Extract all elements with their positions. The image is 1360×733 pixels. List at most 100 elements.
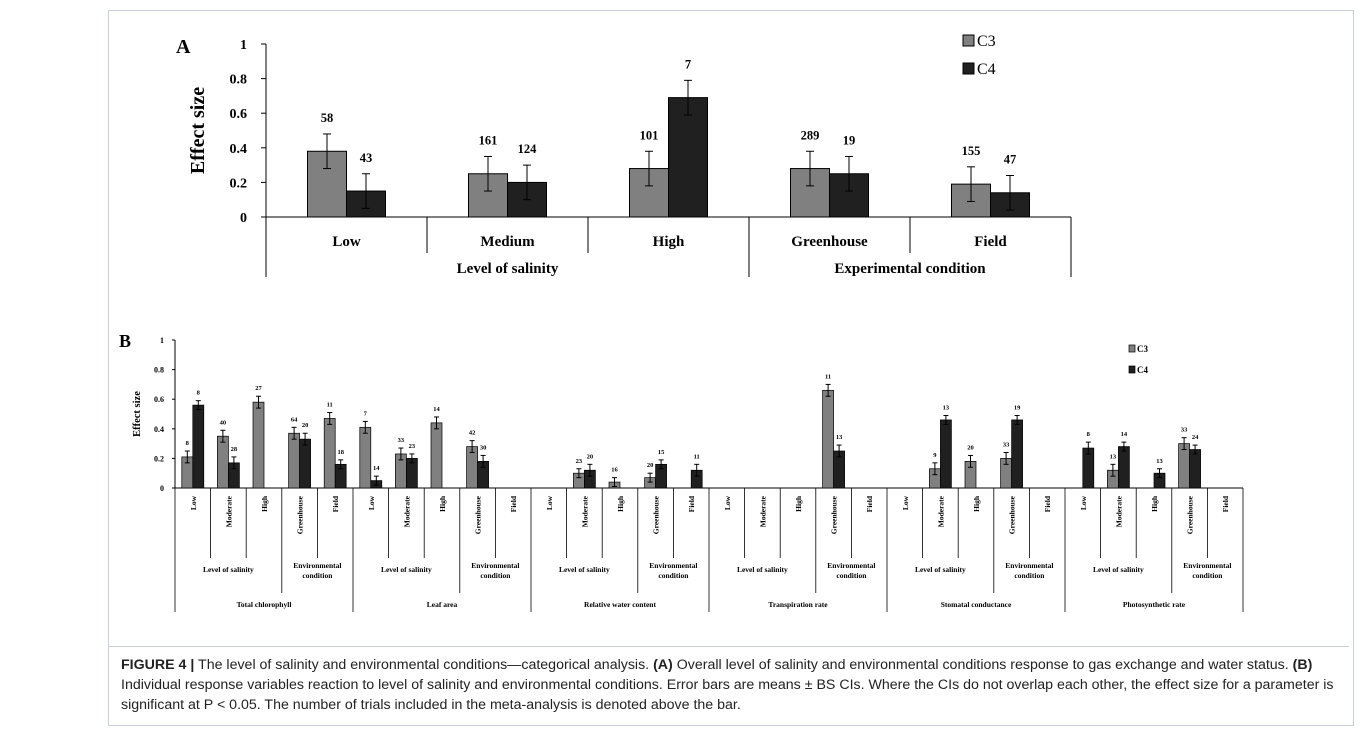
panel-b-category-label: Low bbox=[367, 495, 376, 510]
panel-a-y-tick-label: 1 bbox=[240, 38, 247, 53]
panel-b-count-label: 23 bbox=[409, 443, 416, 450]
panel-b-y-tick-label: 0.2 bbox=[154, 454, 164, 463]
panel-a-legend-swatch-c4 bbox=[962, 62, 975, 75]
panel-b-bar-c4 bbox=[1011, 419, 1023, 489]
panel-b-count-label: 33 bbox=[1003, 441, 1010, 448]
panel-b-count-label: 24 bbox=[1192, 434, 1199, 441]
figure-frame bbox=[108, 10, 1354, 726]
panel-b-category-label: Field bbox=[331, 495, 340, 512]
panel-b-subgroup-label: Environmental bbox=[649, 561, 697, 570]
panel-b-category-label: Field bbox=[1221, 495, 1230, 512]
panel-a-legend-swatch-c3 bbox=[962, 34, 975, 47]
panel-b-variable-label: Relative water content bbox=[584, 600, 656, 609]
panel-b-subgroup-label: Environmental bbox=[293, 561, 341, 570]
chart-a: A Effect size 0 0.2 0.4 0.6 0.8 1 Low Medium High G… bbox=[176, 33, 1072, 277]
panel-b-category-label: Moderate bbox=[1114, 495, 1123, 527]
panel-b-legend-swatch-c4 bbox=[1128, 365, 1136, 374]
panel-a-group-label: Experimental condition bbox=[834, 261, 986, 277]
panel-b-bar-c4 bbox=[940, 419, 952, 489]
panel-b-subgroup-label: Level of salinity bbox=[203, 565, 254, 574]
panel-b-subgroup-label: condition bbox=[1014, 571, 1045, 580]
panel-b-count-label: 13 bbox=[836, 434, 843, 441]
panel-b-count-label: 7 bbox=[364, 410, 368, 417]
panel-b-count-label: 42 bbox=[469, 430, 476, 437]
panel-b-category-label: Low bbox=[723, 495, 732, 510]
panel-b-variable-label: Stomatal conductance bbox=[941, 600, 1012, 609]
panel-b-count-label: 14 bbox=[433, 406, 440, 413]
caption-text-1: The level of salinity and environmental … bbox=[194, 657, 654, 673]
panel-b-category-label: Greenhouse bbox=[296, 495, 305, 534]
panel-b-bar-c3 bbox=[359, 426, 372, 489]
panel-b-subgroup-label: Level of salinity bbox=[915, 565, 966, 574]
panel-b-subgroup-label: Level of salinity bbox=[381, 565, 432, 574]
figure-caption: FIGURE 4 | The level of salinity and env… bbox=[109, 646, 1349, 726]
panel-b-count-label: 28 bbox=[231, 446, 238, 453]
panel-b-category-label: High bbox=[438, 495, 447, 512]
panel-b-count-label: 64 bbox=[291, 416, 298, 423]
panel-a-y-tick-label: 0.6 bbox=[230, 107, 248, 122]
panel-b-bar-c4 bbox=[299, 438, 311, 489]
panel-b-variable-label: Transpiration rate bbox=[768, 600, 828, 609]
panel-a-count-label: 7 bbox=[685, 57, 691, 71]
panel-b-count-label: 23 bbox=[576, 458, 583, 465]
panel-b-y-tick-label: 0.4 bbox=[154, 425, 164, 434]
panel-b-category-label: Moderate bbox=[936, 495, 945, 527]
panel-b-count-label: 20 bbox=[302, 422, 309, 429]
panel-b-bar-c4 bbox=[192, 404, 205, 489]
panel-b-count-label: 16 bbox=[611, 467, 618, 474]
panel-b-count-label: 20 bbox=[647, 462, 654, 469]
panel-b-y-tick-label: 0 bbox=[160, 484, 164, 493]
panel-a-legend-label: C4 bbox=[977, 61, 996, 78]
panel-b-subgroup-label: condition bbox=[480, 571, 511, 580]
panel-b-label: B bbox=[119, 331, 131, 351]
panel-b-variable-label: Total chlorophyll bbox=[237, 600, 292, 609]
panel-b-count-label: 30 bbox=[480, 444, 487, 451]
panel-b-category-label: Low bbox=[901, 495, 910, 510]
panel-b-category-label: Greenhouse bbox=[652, 495, 661, 534]
panel-b-bar-c3 bbox=[1178, 443, 1190, 489]
panel-b-count-label: 15 bbox=[658, 449, 665, 456]
panel-b-bar-c3 bbox=[822, 389, 834, 489]
panel-a-count-label: 155 bbox=[962, 144, 981, 158]
panel-a-count-label: 161 bbox=[479, 133, 498, 147]
panel-a-category-label: Medium bbox=[480, 234, 535, 250]
panel-a-category-label: High bbox=[653, 234, 685, 250]
panel-b-count-label: 14 bbox=[1121, 431, 1128, 438]
panel-b-bar-c3 bbox=[288, 432, 300, 489]
caption-label: FIGURE 4 | bbox=[121, 657, 195, 673]
panel-b-count-label: 33 bbox=[398, 437, 405, 444]
panel-b-count-label: 40 bbox=[220, 419, 227, 426]
panel-b-category-label: Field bbox=[1043, 495, 1052, 512]
caption-a-label: (A) bbox=[653, 657, 673, 673]
panel-b-category-label: Moderate bbox=[224, 495, 233, 527]
panel-b-count-label: 11 bbox=[825, 373, 831, 380]
panel-a-group-label: Level of salinity bbox=[457, 261, 559, 277]
panel-b-subgroup-label: Environmental bbox=[471, 561, 519, 570]
panel-b-count-label: 27 bbox=[255, 385, 262, 392]
panel-b-category-label: Greenhouse bbox=[474, 495, 483, 534]
panel-b-y-axis-label: Effect size bbox=[132, 391, 143, 437]
panel-a-count-label: 19 bbox=[843, 133, 856, 147]
panel-b-bar-c3 bbox=[323, 418, 336, 489]
panel-b-category-label: High bbox=[794, 495, 803, 512]
panel-b-legend-label: C4 bbox=[1137, 365, 1148, 375]
panel-a-y-tick-label: 0 bbox=[240, 211, 247, 226]
panel-a-count-label: 124 bbox=[518, 142, 538, 156]
panel-b-category-label: Greenhouse bbox=[1186, 495, 1195, 534]
panel-b-y-tick-label: 0.8 bbox=[154, 366, 164, 375]
panel-b-count-label: 9 bbox=[933, 452, 937, 459]
panel-a-y-tick-label: 0.4 bbox=[230, 142, 248, 157]
panel-b-legend-label: C3 bbox=[1137, 344, 1148, 354]
panel-b-bar-c3 bbox=[430, 422, 443, 489]
caption-text-2: Overall level of salinity and environmen… bbox=[672, 657, 1293, 673]
panel-b-category-label: Moderate bbox=[580, 495, 589, 527]
panel-b-subgroup-label: condition bbox=[658, 571, 689, 580]
panel-b-count-label: 19 bbox=[1014, 404, 1021, 411]
panel-a-category-label: Greenhouse bbox=[791, 234, 868, 250]
panel-b-category-label: Moderate bbox=[758, 495, 767, 527]
panel-a-count-label: 101 bbox=[640, 128, 659, 142]
panel-b-category-label: Low bbox=[189, 495, 198, 510]
panel-a-y-axis-label: Effect size bbox=[187, 87, 209, 174]
panel-a-count-label: 289 bbox=[801, 128, 820, 142]
panel-b-category-label: Field bbox=[865, 495, 874, 512]
